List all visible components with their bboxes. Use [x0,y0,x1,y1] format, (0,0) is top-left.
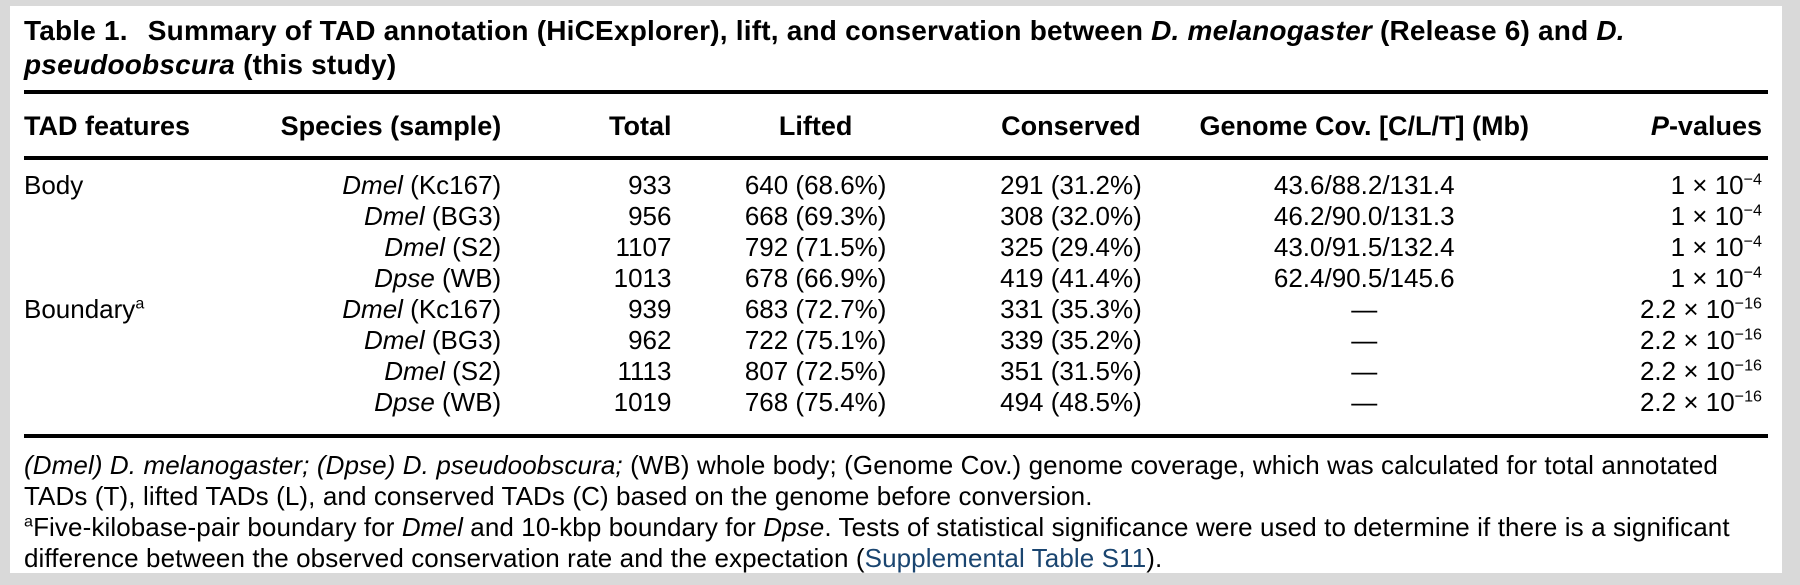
cell-lifted: 640 (68.6%) [744,170,887,200]
cell-genome-cov: 46.2/90.0/131.3 [1273,201,1455,231]
column-header-conserved: Conserved [959,92,1183,160]
cell-pvalue: 1 × 10−4 [1670,232,1762,262]
cell-pvalue: 1 × 10−4 [1670,263,1762,293]
cell-feature [24,263,281,294]
table-row: Dmel (S2) 1113 807 (72.5%) 351 (31.5%) —… [24,356,1768,387]
footnote-abbreviations: (Dmel) D. melanogaster; (Dpse) D. pseudo… [24,450,1718,511]
footnote-marker-a: a [24,512,34,531]
cell-lifted: 678 (66.9%) [744,263,887,293]
footnote-boundary: aFive-kilobase-pair boundary for Dmel an… [24,512,1730,573]
cell-conserved: 291 (31.2%) [1000,170,1142,200]
table-row: Dmel (S2) 1107 792 (71.5%) 325 (29.4%) 4… [24,232,1768,263]
cell-species: Dmel (Kc167) [342,294,502,324]
title-species-2: D. pseudoobscura [24,15,1625,80]
cell-species: Dpse (WB) [374,263,502,293]
cell-genome-cov: — [1351,387,1378,417]
cell-feature [24,232,281,263]
title-text-1: Summary of TAD annotation (HiCExplorer),… [147,15,1152,46]
table-number-label: Table 1. [24,15,128,46]
cell-feature [24,356,281,387]
cell-species: Dpse (WB) [374,387,502,417]
cell-total: 939 [628,294,672,324]
cell-lifted: 722 (75.1%) [744,325,887,355]
cell-species: Dmel (BG3) [363,201,502,231]
cell-pvalue: 1 × 10−4 [1670,170,1762,200]
cell-total: 1113 [617,356,672,386]
cell-genome-cov: — [1351,294,1378,324]
cell-genome-cov: — [1351,325,1378,355]
column-header-lifted: Lifted [671,92,960,160]
table-row: Dmel (BG3) 962 722 (75.1%) 339 (35.2%) —… [24,325,1768,356]
cell-pvalue: 2.2 × 10−16 [1639,325,1762,355]
cell-genome-cov: 62.4/90.5/145.6 [1273,263,1455,293]
cell-total: 1019 [613,387,672,417]
pvalues-rest: -values [1668,111,1762,141]
cell-feature [24,387,281,436]
cell-total: 1107 [615,232,672,262]
cell-lifted: 668 (69.3%) [744,201,887,231]
cell-conserved: 419 (41.4%) [1000,263,1142,293]
cell-genome-cov: 43.0/91.5/132.4 [1273,232,1455,262]
pvalues-p-italic: P [1650,111,1669,141]
title-species-1: D. melanogaster [1151,15,1372,46]
cell-feature [24,325,281,356]
cell-lifted: 807 (72.5%) [744,356,887,386]
column-header-pvalues: P-values [1546,92,1768,160]
cell-pvalue: 1 × 10−4 [1670,201,1762,231]
cell-genome-cov: — [1351,356,1378,386]
column-header-total: Total [511,92,672,160]
cell-species: Dmel (BG3) [363,325,502,355]
title-text-3: (this study) [235,49,397,80]
table-row: Dpse (WB) 1013 678 (66.9%) 419 (41.4%) 6… [24,263,1768,294]
header-row: TAD features Species (sample) Total Lift… [24,92,1768,160]
table-title: Table 1. Summary of TAD annotation (HiCEx… [24,14,1768,82]
cell-total: 962 [628,325,672,355]
cell-lifted: 683 (72.7%) [744,294,887,324]
column-header-tad-features: TAD features [24,92,281,160]
cell-conserved: 494 (48.5%) [1000,387,1142,417]
cell-feature: Boundarya [24,294,145,324]
column-header-species: Species (sample) [280,92,512,160]
supplemental-table-link[interactable]: Supplemental Table S11 [864,543,1147,573]
cell-total: 956 [628,201,672,231]
cell-conserved: 351 (31.5%) [1000,356,1142,386]
cell-feature [24,201,281,232]
cell-conserved: 331 (35.3%) [1000,294,1142,324]
table-row: Body Dmel (Kc167) 933 640 (68.6%) 291 (3… [24,158,1768,201]
cell-lifted: 768 (75.4%) [744,387,887,417]
cell-species: Dmel (S2) [384,356,502,386]
table-row: Boundarya Dmel (Kc167) 939 683 (72.7%) 3… [24,294,1768,325]
table-row: Dpse (WB) 1019 768 (75.4%) 494 (48.5%) —… [24,387,1768,436]
cell-lifted: 792 (71.5%) [744,232,887,262]
title-text-2: (Release 6) and [1371,15,1597,46]
cell-species: Dmel (Kc167) [342,170,502,200]
cell-conserved: 308 (32.0%) [1000,201,1142,231]
cell-conserved: 339 (35.2%) [1000,325,1142,355]
cell-genome-cov: 43.6/88.2/131.4 [1273,170,1455,200]
cell-total: 933 [628,170,672,200]
cell-feature: Body [24,170,84,200]
table-footnotes: (Dmel) D. melanogaster; (Dpse) D. pseudo… [24,450,1768,574]
cell-conserved: 325 (29.4%) [1000,232,1142,262]
table-row: Dmel (BG3) 956 668 (69.3%) 308 (32.0%) 4… [24,201,1768,232]
column-header-genome-cov: Genome Cov. [C/L/T] (Mb) [1182,92,1547,160]
cell-pvalue: 2.2 × 10−16 [1639,356,1762,386]
cell-pvalue: 2.2 × 10−16 [1639,387,1762,417]
table-panel: Table 1. Summary of TAD annotation (HiCEx… [10,6,1782,573]
tad-summary-table: TAD features Species (sample) Total Lift… [24,90,1768,438]
cell-total: 1013 [613,263,672,293]
cell-species: Dmel (S2) [384,232,502,262]
cell-pvalue: 2.2 × 10−16 [1639,294,1762,324]
